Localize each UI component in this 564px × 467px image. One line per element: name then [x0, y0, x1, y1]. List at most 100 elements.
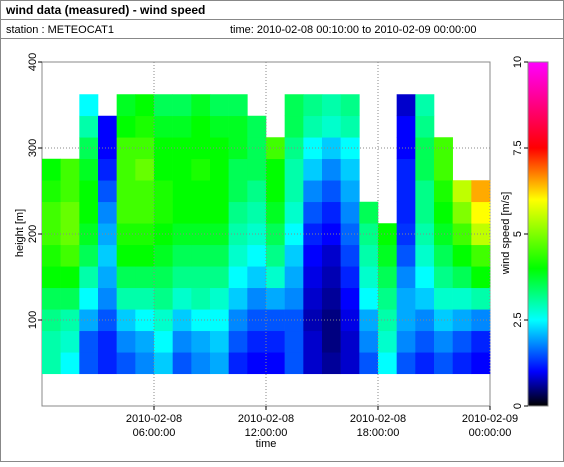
heat-cell: [154, 330, 173, 353]
heat-cell: [396, 244, 416, 267]
heat-cell: [79, 266, 99, 289]
heat-cell: [322, 244, 341, 267]
heat-cell: [340, 244, 360, 267]
heat-cell: [452, 244, 472, 267]
heat-cell: [135, 244, 155, 267]
heat-cell: [135, 115, 155, 138]
heat-cell: [471, 287, 491, 310]
heat-cell: [434, 330, 453, 353]
heat-cell: [42, 266, 61, 289]
heat-cell: [303, 94, 323, 117]
colorbar: [527, 61, 549, 407]
heat-cell: [98, 115, 117, 138]
x-tick-label: 00:00:00: [469, 427, 512, 439]
heat-cell: [210, 244, 229, 267]
heat-cell: [284, 244, 304, 267]
heat-cell: [210, 352, 229, 375]
heat-cell: [42, 287, 61, 310]
heat-cell: [415, 201, 435, 224]
heat-cell: [228, 94, 248, 117]
heat-cell: [42, 180, 61, 203]
heat-cell: [154, 352, 173, 375]
heat-cell: [322, 201, 341, 224]
heat-cell: [172, 352, 192, 375]
colorbar-tick-label: 2.5: [512, 312, 524, 327]
y-axis-label: height [m]: [14, 209, 26, 257]
heat-cell: [284, 158, 304, 181]
heat-cell: [415, 94, 435, 117]
heat-cell: [135, 201, 155, 224]
heat-cell: [359, 223, 379, 246]
heat-cell: [98, 309, 117, 332]
heat-cell: [191, 158, 211, 181]
heat-cell: [340, 287, 360, 310]
heat-cell: [228, 137, 248, 160]
heat-cell: [396, 158, 416, 181]
x-tick-label: 2010-02-09: [462, 413, 518, 425]
heat-cell: [191, 330, 211, 353]
heat-cell: [340, 137, 360, 160]
heat-cell: [247, 330, 267, 353]
heat-cell: [452, 330, 472, 353]
heat-cell: [154, 158, 173, 181]
heat-cell: [322, 223, 341, 246]
heat-cell: [79, 223, 99, 246]
heat-cell: [322, 158, 341, 181]
heat-cell: [284, 287, 304, 310]
heat-cell: [322, 115, 341, 138]
heat-cell: [191, 352, 211, 375]
heat-cell: [191, 287, 211, 310]
heat-cell: [210, 94, 229, 117]
heat-cell: [228, 309, 248, 332]
heat-cell: [116, 115, 136, 138]
heat-cell: [172, 244, 192, 267]
heat-cell: [210, 330, 229, 353]
heat-cell: [359, 201, 379, 224]
heat-cell: [135, 180, 155, 203]
heat-cell: [60, 180, 80, 203]
heat-cell: [359, 330, 379, 353]
heat-cell: [172, 115, 192, 138]
heat-cell: [266, 330, 285, 353]
heat-cell: [266, 287, 285, 310]
heat-cell: [415, 223, 435, 246]
heat-cell: [378, 244, 397, 267]
heat-cell: [79, 158, 99, 181]
heat-cell: [116, 266, 136, 289]
heat-cell: [284, 201, 304, 224]
heat-cell: [415, 137, 435, 160]
heat-cell: [359, 244, 379, 267]
heat-cell: [116, 180, 136, 203]
heat-cell: [228, 244, 248, 267]
heat-cell: [452, 287, 472, 310]
y-tick-label: 400: [27, 53, 39, 71]
heat-cell: [415, 352, 435, 375]
heat-cell: [322, 287, 341, 310]
heat-cell: [191, 94, 211, 117]
heat-cell: [303, 352, 323, 375]
x-tick-label: 18:00:00: [357, 427, 400, 439]
heat-cell: [396, 137, 416, 160]
heat-cell: [266, 309, 285, 332]
heat-cell: [79, 201, 99, 224]
heat-cell: [79, 330, 99, 353]
colorbar-tick-label: 5: [512, 231, 524, 237]
heat-cell: [247, 180, 267, 203]
heat-cell: [154, 309, 173, 332]
heat-cell: [284, 330, 304, 353]
heat-cell: [266, 223, 285, 246]
heat-cell: [42, 201, 61, 224]
heat-cell: [154, 223, 173, 246]
heat-cell: [154, 287, 173, 310]
heat-cell: [322, 309, 341, 332]
heat-cell: [60, 244, 80, 267]
heat-cell: [266, 158, 285, 181]
heat-cell: [340, 223, 360, 246]
station: station : METEOCAT1: [6, 24, 114, 36]
heat-cell: [415, 115, 435, 138]
x-axis-label: time: [256, 438, 277, 450]
heat-cell: [378, 287, 397, 310]
heat-cell: [359, 266, 379, 289]
heat-cell: [396, 94, 416, 117]
y-tick-label: 100: [27, 311, 39, 329]
